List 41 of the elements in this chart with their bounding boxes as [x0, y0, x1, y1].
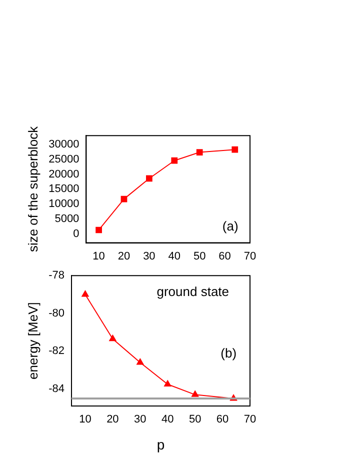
y-tick-label: -80 [48, 307, 64, 320]
y-tick-label: -84 [48, 383, 64, 396]
y-axis-title: energy [MeV] [25, 302, 40, 380]
x-tick-label: 50 [188, 414, 202, 426]
x-tick-label: 70 [244, 414, 256, 426]
point [81, 290, 90, 297]
y-tick-label: 15000 [48, 183, 80, 196]
x-tick-label: 50 [193, 250, 206, 262]
x-axis-title: p [156, 436, 165, 452]
y-tick-label: 10000 [48, 198, 80, 210]
point [232, 146, 238, 153]
y-axis-title: size of the superblock [25, 126, 40, 252]
x-tick-label: 40 [161, 414, 174, 426]
y-tick-label: 5000 [54, 213, 80, 226]
y-tick-label: 30000 [48, 138, 80, 151]
point [164, 380, 172, 387]
point [136, 358, 144, 365]
x-tick-label: 30 [143, 250, 156, 262]
point [146, 175, 152, 182]
point [191, 390, 199, 397]
y-tick-label: -82 [48, 345, 64, 358]
y-tick-label: 20000 [48, 168, 80, 180]
x-tick-label: 10 [79, 414, 92, 426]
annotation: (a) [222, 218, 238, 234]
x-tick-label: 40 [168, 250, 181, 262]
point [108, 334, 117, 342]
x-tick-label: 10 [92, 250, 105, 262]
annotation: (b) [220, 345, 237, 360]
y-tick-label: 0 [73, 228, 80, 240]
x-tick-label: 30 [134, 414, 146, 426]
y-tick-label: 25000 [48, 153, 80, 166]
x-tick-label: 20 [106, 414, 119, 426]
x-tick-label: 20 [118, 250, 130, 262]
point [196, 149, 203, 156]
x-tick-label: 70 [244, 250, 256, 262]
annotation: ground state [156, 284, 230, 300]
x-tick-label: 60 [218, 250, 231, 262]
point [96, 226, 102, 234]
y-tick-label: -78 [48, 270, 64, 282]
point [171, 157, 178, 164]
x-tick-label: 60 [216, 414, 229, 426]
